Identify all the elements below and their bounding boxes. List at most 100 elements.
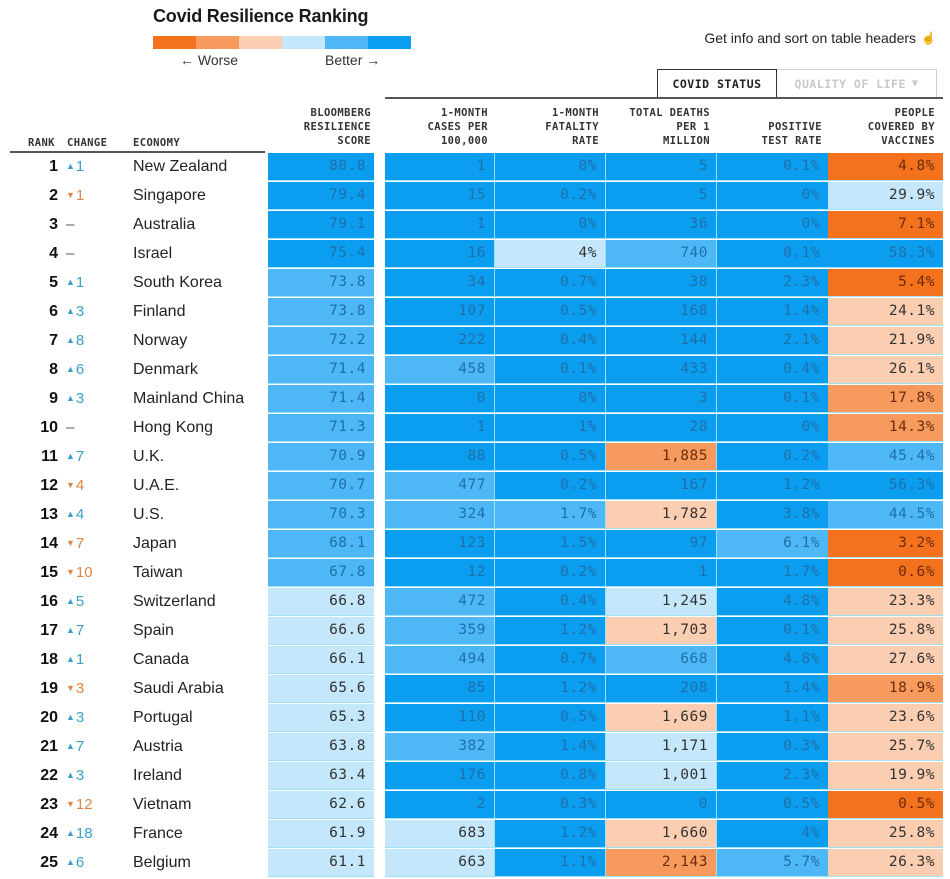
- rank-change: –: [66, 216, 74, 233]
- cases-cell: 12: [385, 559, 495, 587]
- rank-value: 6: [49, 303, 58, 320]
- resilience-score-cell: 67.8: [268, 559, 374, 587]
- rank-change: ▼12: [66, 796, 93, 813]
- rank-change-value: 1: [75, 187, 85, 204]
- rank-change: ▼4: [66, 477, 84, 494]
- rank-change-value: 4: [75, 477, 85, 494]
- rank-change-value: 1: [75, 274, 85, 291]
- header-total-deaths[interactable]: TOTAL DEATHS PER 1 MILLION: [606, 106, 710, 148]
- legend-swatch: [325, 36, 368, 49]
- view-tabs: COVID STATUS QUALITY OF LIFE ▼: [657, 69, 937, 98]
- total-deaths-cell: 1,885: [606, 443, 717, 471]
- positive-test-rate-cell: 2.3%: [717, 762, 828, 790]
- header-vaccines[interactable]: PEOPLE COVERED BY VACCINES: [828, 106, 935, 148]
- rank-change: ▲1: [66, 651, 84, 668]
- cases-cell: 1: [385, 211, 495, 239]
- resilience-score-cell: 75.4: [268, 240, 374, 268]
- rank-change: ▼10: [66, 564, 93, 581]
- fatality-rate-cell: 0%: [495, 385, 606, 413]
- arrow-up-icon: ▲: [66, 857, 75, 867]
- cases-cell: 359: [385, 617, 495, 645]
- arrow-up-icon: ▲: [66, 451, 75, 461]
- economy-name: Austria: [133, 738, 183, 755]
- cases-cell: 472: [385, 588, 495, 616]
- positive-test-rate-cell: 5.7%: [717, 849, 828, 877]
- header-rank[interactable]: RANK: [28, 137, 55, 149]
- rank-change-value: 3: [75, 709, 85, 726]
- total-deaths-cell: 1,171: [606, 733, 717, 761]
- cases-cell: 494: [385, 646, 495, 674]
- economy-name: Portugal: [133, 709, 193, 726]
- cases-cell: 85: [385, 675, 495, 703]
- header-economy[interactable]: ECONOMY: [133, 137, 181, 149]
- rank-change-value: –: [66, 245, 75, 262]
- rank-change: ▼3: [66, 680, 84, 697]
- resilience-score-cell: 71.4: [268, 385, 374, 413]
- header-cases[interactable]: 1-MONTH CASES PER 100,000: [385, 106, 488, 148]
- header-resilience-score[interactable]: BLOOMBERG RESILIENCE SCORE: [268, 106, 371, 148]
- fatality-rate-cell: 0.3%: [495, 791, 606, 819]
- cases-cell: 1: [385, 153, 495, 181]
- positive-test-rate-cell: 1.7%: [717, 559, 828, 587]
- rank-change-value: 1: [75, 651, 85, 668]
- resilience-score-cell: 66.8: [268, 588, 374, 616]
- table-row: 20 ▲3 Portugal 65.3 110 0.5% 1,669 1.1% 23.6%: [0, 704, 950, 733]
- fatality-rate-cell: 0.4%: [495, 588, 606, 616]
- rank-change: ▲5: [66, 593, 84, 610]
- vaccines-cell: 56.3%: [828, 472, 943, 500]
- rank-change-value: 7: [75, 622, 85, 639]
- rank-change-value: 7: [75, 535, 85, 552]
- header-change[interactable]: CHANGE: [67, 137, 108, 149]
- rank-change: ▲3: [66, 303, 84, 320]
- rank-value: 24: [40, 825, 58, 842]
- header-line: FATALITY: [545, 121, 599, 133]
- economy-name: Australia: [133, 216, 196, 233]
- rank-change-value: 10: [75, 564, 93, 581]
- header-line: SCORE: [337, 135, 371, 147]
- color-legend: [153, 36, 411, 49]
- resilience-score-cell: 65.6: [268, 675, 374, 703]
- rank-value: 22: [40, 767, 58, 784]
- fatality-rate-cell: 0.4%: [495, 327, 606, 355]
- economy-name: Spain: [133, 622, 174, 639]
- arrow-up-icon: ▲: [66, 741, 75, 751]
- header-positive-test-rate[interactable]: POSITIVE TEST RATE: [717, 120, 822, 148]
- economy-name: Canada: [133, 651, 190, 668]
- resilience-score-cell: 79.1: [268, 211, 374, 239]
- resilience-score-cell: 63.8: [268, 733, 374, 761]
- tab-covid-status-label: COVID STATUS: [672, 77, 762, 91]
- ranking-table: 1 ▲1 New Zealand 80.8 1 0% 5 0.1% 4.8% 2 ▼1 Singapo…: [0, 153, 950, 878]
- total-deaths-cell: 168: [606, 298, 717, 326]
- cases-cell: 382: [385, 733, 495, 761]
- vaccines-cell: 23.6%: [828, 704, 943, 732]
- total-deaths-cell: 740: [606, 240, 717, 268]
- header-fatality-rate[interactable]: 1-MONTH FATALITY RATE: [495, 106, 599, 148]
- table-row: 17 ▲7 Spain 66.6 359 1.2% 1,703 0.1% 25.8%: [0, 617, 950, 646]
- rank-value: 21: [40, 738, 58, 755]
- rank-change: ▲3: [66, 767, 84, 784]
- tab-covid-status[interactable]: COVID STATUS: [657, 69, 777, 98]
- total-deaths-cell: 1: [606, 559, 717, 587]
- header-line: BLOOMBERG: [310, 107, 371, 119]
- arrow-up-icon: ▲: [66, 712, 75, 722]
- header-line: POSITIVE: [768, 121, 822, 133]
- table-row: 19 ▼3 Saudi Arabia 65.6 85 1.2% 208 1.4% 18.9%: [0, 675, 950, 704]
- vaccines-cell: 17.8%: [828, 385, 943, 413]
- resilience-score-cell: 62.6: [268, 791, 374, 819]
- table-row: 7 ▲8 Norway 72.2 222 0.4% 144 2.1% 21.9%: [0, 327, 950, 356]
- cases-cell: 0: [385, 385, 495, 413]
- economy-name: Belgium: [133, 854, 191, 871]
- resilience-score-cell: 71.3: [268, 414, 374, 442]
- table-row: 4– Israel 75.4 16 4% 740 0.1% 58.3%: [0, 240, 950, 269]
- total-deaths-cell: 97: [606, 530, 717, 558]
- positive-test-rate-cell: 3.8%: [717, 501, 828, 529]
- cases-cell: 458: [385, 356, 495, 384]
- vaccines-cell: 23.3%: [828, 588, 943, 616]
- tab-quality-of-life[interactable]: QUALITY OF LIFE ▼: [777, 69, 937, 98]
- fatality-rate-cell: 0.2%: [495, 182, 606, 210]
- vaccines-cell: 26.3%: [828, 849, 943, 877]
- arrow-down-icon: ▼: [66, 538, 75, 548]
- pointer-hand-icon: ☝: [921, 31, 936, 45]
- rank-value: 1: [49, 158, 58, 175]
- vaccines-cell: 45.4%: [828, 443, 943, 471]
